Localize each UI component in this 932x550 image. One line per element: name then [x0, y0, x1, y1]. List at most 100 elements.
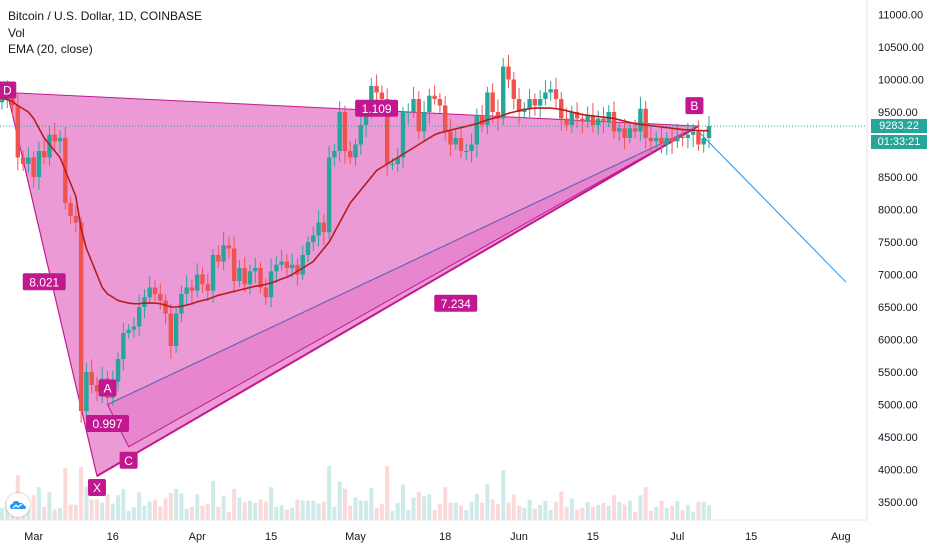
candle-body [564, 118, 569, 125]
ratio-label: 0.997 [86, 415, 130, 432]
volume-bar [511, 494, 516, 520]
candle [52, 122, 57, 152]
candle [173, 308, 179, 353]
candle-body [147, 287, 152, 298]
volume-legend[interactable]: Vol [8, 26, 25, 40]
candle [221, 232, 226, 270]
candle [585, 106, 590, 128]
volume-bar [432, 509, 437, 520]
volume-bar [300, 500, 305, 520]
candle-body [47, 134, 52, 158]
candle [279, 249, 284, 271]
candle [490, 83, 495, 123]
candle-body [427, 95, 432, 112]
candle-body [284, 261, 290, 268]
ema-line-group [0, 97, 710, 308]
candle-body [289, 264, 295, 268]
candle [511, 72, 516, 110]
candle [36, 141, 42, 190]
volume-bar [47, 492, 52, 520]
time-tick-label: 15 [745, 531, 757, 543]
candle [395, 147, 400, 173]
volume-bar [327, 466, 332, 520]
candle [205, 273, 210, 302]
volume-bar [247, 500, 252, 520]
volume-bar [200, 505, 205, 520]
ratio-label: 8.021 [22, 273, 66, 291]
volume-bar [691, 511, 696, 520]
candle-body [374, 86, 379, 93]
volume-bar [42, 506, 47, 520]
symbol-title[interactable]: Bitcoin / U.S. Dollar, 1D, COINBASE [8, 9, 203, 23]
volume-bars [0, 466, 711, 520]
price-tick-label: 7500.00 [878, 237, 918, 249]
volume-bar [253, 502, 258, 520]
candle-body [643, 108, 648, 138]
candle-body [121, 333, 126, 359]
volume-bar [627, 500, 632, 520]
candle [115, 352, 121, 392]
candle [284, 254, 290, 276]
last-price-badge: 9283.22 [871, 119, 927, 134]
candle-body [89, 372, 94, 385]
candle-body [379, 92, 385, 99]
volume-bar [158, 506, 163, 520]
candle-body [479, 115, 485, 125]
volume-bar [501, 470, 506, 520]
candle [353, 139, 358, 167]
volume-bar [168, 492, 173, 520]
volume-bar [89, 499, 94, 520]
candle-body [706, 126, 712, 138]
candle [216, 245, 221, 268]
ratio-label-text: 0.997 [93, 417, 123, 431]
pattern-labels: D X A C B 1.109 8.021 7.234 0.997 [0, 81, 704, 496]
candle-body [52, 134, 57, 142]
candle-body [701, 138, 706, 145]
ratio-label-bg [355, 99, 399, 117]
volume-bar [126, 510, 131, 520]
volume-bar [284, 509, 289, 520]
candle [195, 263, 200, 298]
tradingview-logo[interactable] [6, 493, 30, 517]
volume-bar [527, 499, 532, 520]
candle-body [448, 131, 453, 145]
candle [442, 96, 448, 141]
ema-legend[interactable]: EMA (20, close) [8, 42, 93, 56]
candle-body [10, 92, 15, 106]
candle-body [685, 134, 691, 138]
candle-body [316, 222, 321, 236]
volume-bar [369, 488, 374, 520]
candle-body [622, 128, 627, 138]
volume-bar [68, 504, 73, 520]
candle-body [326, 157, 332, 233]
candle [617, 122, 622, 141]
candle-body [195, 274, 200, 291]
candle [189, 279, 195, 304]
candle-body [321, 222, 327, 233]
volume-bar [216, 506, 221, 520]
candle-body [501, 66, 506, 119]
candle [659, 127, 664, 154]
candle-body [353, 144, 358, 158]
candle [226, 236, 232, 259]
candle [685, 122, 691, 149]
candle [258, 262, 263, 294]
price-tick-label: 7000.00 [878, 270, 918, 282]
candle [200, 267, 205, 293]
candle [89, 359, 94, 393]
ratio-label-text: 7.234 [441, 297, 471, 311]
candle-body [268, 271, 274, 298]
candle [158, 283, 163, 310]
volume-bar [237, 497, 242, 520]
candle-body [179, 294, 184, 314]
volume-bar [269, 487, 274, 520]
candle [690, 123, 696, 147]
candle-body [469, 144, 474, 151]
candle [42, 138, 47, 165]
volume-bar [701, 501, 706, 520]
candle [501, 58, 506, 126]
ratio-label-bg [434, 294, 478, 312]
candle [622, 118, 627, 150]
